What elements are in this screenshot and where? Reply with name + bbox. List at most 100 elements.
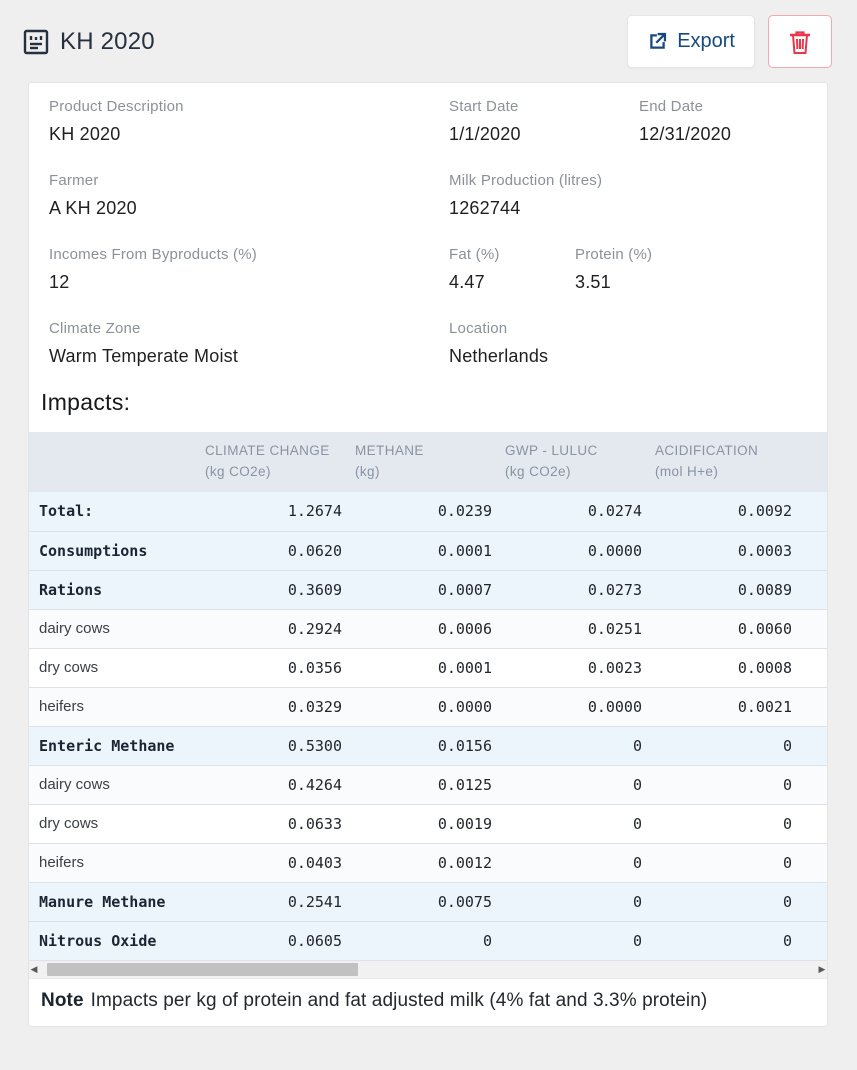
impacts-table-body: Total: 1.2674 0.0239 0.0274 0.0092 Consumptio… [29,492,827,961]
details-section: Product Description KH 2020 Start Date 1… [29,98,827,367]
impacts-table-head: CLIMATE CHANGE (kg CO2e) METHANE (kg) GWP - … [29,432,827,492]
row-value: 0.0329 [205,687,355,727]
horizontal-scrollbar[interactable]: ◀ ▶ [29,960,827,978]
row-value: 0.0125 [355,765,505,805]
column-header: CLIMATE CHANGE (kg CO2e) [205,443,330,479]
row-label: dairy cows [29,765,205,805]
column-header: ACIDIFICATION (mol H+e) [655,443,759,479]
field-location: Location Netherlands [449,320,548,367]
field-value: KH 2020 [49,124,121,144]
row-label: heifers [29,687,205,727]
row-filler [805,492,827,532]
row-value: 0.0012 [355,843,505,883]
row-label: Rations [29,570,205,610]
row-value: 0.2541 [205,882,355,922]
field-fat: Fat (%) 4.47 [449,246,575,293]
row-value: 0.0620 [205,531,355,571]
row-value: 0 [655,882,805,922]
note-text: Impacts per kg of protein and fat adjust… [90,989,708,1011]
scrollbar-thumb[interactable] [46,962,358,976]
row-value: 0.0000 [505,687,655,727]
row-value: 0.0403 [205,843,355,883]
page-title: KH 2020 [60,27,155,55]
row-label: Manure Methane [29,882,205,922]
row-value: 0.0003 [655,531,805,571]
row-value: 0 [655,843,805,883]
field-value: 4.47 [449,272,485,292]
row-value: 0 [505,843,655,883]
table-row: dairy cows 0.2924 0.0006 0.0251 0.0060 [29,609,827,649]
table-row: Consumptions 0.0620 0.0001 0.0000 0.0003 [29,531,827,571]
field-value: Netherlands [449,346,549,366]
row-value: 0.5300 [205,726,355,766]
field-label: Incomes From Byproducts (%) [49,246,257,263]
row-filler [805,609,827,649]
field-value: A KH 2020 [49,198,137,218]
header-actions: Export [627,15,832,68]
report-icon [23,29,49,54]
table-row: dry cows 0.0356 0.0001 0.0023 0.0008 [29,648,827,688]
export-button[interactable]: Export [627,15,755,68]
delete-button[interactable] [768,15,832,68]
topbar: KH 2020 Export [0,0,857,82]
title-wrap: KH 2020 [22,28,155,56]
field-value: 1262744 [449,198,521,218]
table-row: Manure Methane 0.2541 0.0075 0 0 [29,882,827,922]
row-label: dairy cows [29,609,205,649]
row-value: 0 [655,921,805,961]
row-filler [805,648,827,688]
impacts-heading: Impacts: [41,389,131,415]
field-end-date: End Date 12/31/2020 [639,98,731,145]
row-value: 0.0019 [355,804,505,844]
row-value: 0 [505,804,655,844]
row-value: 0 [655,804,805,844]
column-header [29,432,205,492]
row-value: 0.0001 [355,531,505,571]
row-value: 0.0633 [205,804,355,844]
row-label: Nitrous Oxide [29,921,205,961]
column-header: GWP - LULUC (kg CO2e) [505,443,598,479]
field-value: 3.51 [575,272,611,292]
row-value: 0 [655,765,805,805]
field-milk-production: Milk Production (litres) 1262744 [449,172,602,219]
field-value: 12 [49,272,70,292]
field-protein: Protein (%) 3.51 [575,246,652,293]
row-value: 0.0605 [205,921,355,961]
field-label: End Date [639,98,704,115]
row-value: 0.0356 [205,648,355,688]
row-value: 0.2924 [205,609,355,649]
field-incomes-byproducts: Incomes From Byproducts (%) 12 [49,246,449,293]
field-value: 12/31/2020 [639,124,732,144]
field-row: Incomes From Byproducts (%) 12 Fat (%) 4… [49,246,807,293]
table-row: Rations 0.3609 0.0007 0.0273 0.0089 [29,570,827,610]
row-value: 0 [505,765,655,805]
row-value: 0.0006 [355,609,505,649]
row-value: 0.0001 [355,648,505,688]
row-value: 0 [505,882,655,922]
export-button-label: Export [677,30,735,52]
table-row: Enteric Methane 0.5300 0.0156 0 0 [29,726,827,766]
row-value: 0.0156 [355,726,505,766]
field-row: Product Description KH 2020 Start Date 1… [49,98,807,145]
row-value: 0.0000 [505,531,655,571]
note-label: Note [41,989,84,1011]
row-label: Enteric Methane [29,726,205,766]
table-row: Nitrous Oxide 0.0605 0 0 0 [29,921,827,961]
row-label: Total: [29,492,205,532]
row-value: 0.0021 [655,687,805,727]
row-value: 0 [355,921,505,961]
field-value: Warm Temperate Moist [49,346,239,366]
scroll-left-arrow-icon[interactable]: ◀ [30,963,38,974]
scroll-right-arrow-icon[interactable]: ▶ [818,963,826,974]
row-value: 0.0008 [655,648,805,688]
field-label: Fat (%) [449,246,500,263]
field-label: Location [449,320,508,337]
row-filler [805,531,827,571]
field-value: 1/1/2020 [449,124,521,144]
scrollbar-track[interactable] [39,961,817,978]
row-value: 0.0273 [505,570,655,610]
column-header-filler [805,432,827,492]
field-label: Start Date [449,98,519,115]
field-label: Product Description [49,98,184,115]
row-value: 0.0075 [355,882,505,922]
